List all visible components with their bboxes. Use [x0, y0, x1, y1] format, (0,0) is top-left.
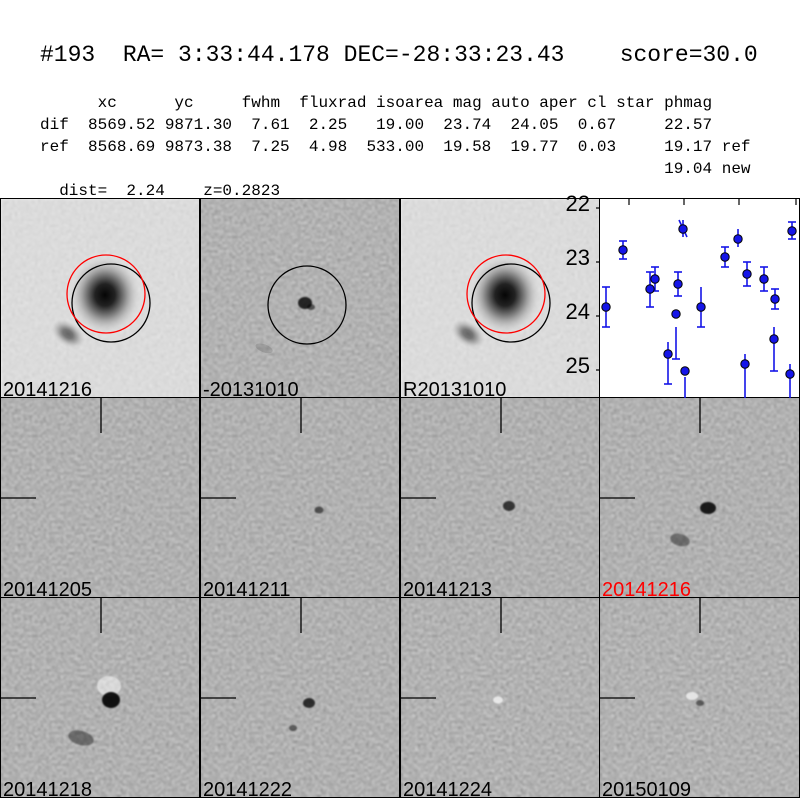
svg-text:22: 22 — [566, 191, 590, 216]
svg-text:25: 25 — [566, 353, 590, 378]
svg-text:24: 24 — [566, 299, 590, 324]
svg-text:23: 23 — [566, 245, 590, 270]
